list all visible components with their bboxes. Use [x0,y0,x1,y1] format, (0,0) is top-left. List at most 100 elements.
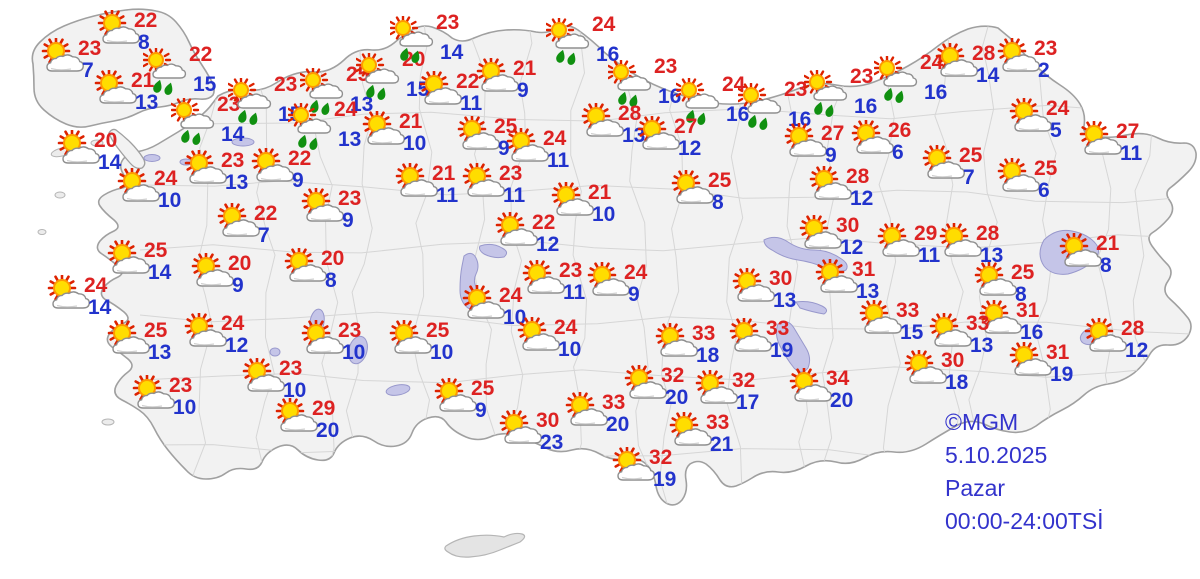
high-temp: 33 [766,317,790,340]
high-temp: 28 [618,102,642,125]
low-temp: 20 [665,386,689,409]
high-temp: 30 [536,409,560,432]
high-temp: 22 [288,147,312,170]
low-temp: 17 [736,391,760,414]
sun-rain-icon [738,83,782,131]
low-temp: 23 [540,431,564,454]
low-temp: 10 [592,203,616,226]
low-temp: 16 [726,103,750,126]
weather-station: 29 20 [274,398,364,458]
date-text: 5.10.2025 [945,442,1048,468]
high-temp: 21 [1096,232,1120,255]
low-temp: 8 [712,191,724,214]
weather-station: 23 10 [241,358,331,418]
weather-station: 33 19 [728,318,818,378]
low-temp: 16 [658,85,682,108]
high-temp: 23 [78,37,102,60]
weather-station: 33 21 [668,412,758,472]
high-temp: 23 [654,55,678,78]
high-temp: 33 [692,322,716,345]
weather-station: 25 9 [456,116,546,176]
low-temp: 7 [258,224,270,247]
high-temp: 24 [543,127,567,150]
low-temp: 16 [924,81,948,104]
weather-station: 24 9 [586,262,676,322]
weather-station: 23 2 [996,38,1086,98]
weather-station: 21 13 [93,70,183,130]
weather-station: 21 9 [475,58,565,118]
low-temp: 20 [606,413,630,436]
weather-station: 33 15 [858,300,948,360]
weather-station: 33 20 [564,392,654,452]
sun-rain-icon [390,16,434,64]
day-text: Pazar [945,475,1006,501]
weather-station: 30 13 [731,268,821,328]
low-temp: 11 [1120,142,1143,165]
low-temp: 11 [460,92,483,115]
weather-station: 33 18 [654,323,744,383]
sun-rain-icon [608,60,652,108]
low-temp: 16 [854,95,878,118]
low-temp: 15 [900,321,924,344]
high-temp: 27 [674,115,698,138]
high-temp: 20 [321,247,345,270]
weather-station: 23 13 [183,150,273,210]
high-temp: 24 [499,284,523,307]
high-temp: 23 [436,11,460,34]
high-temp: 22 [254,202,278,225]
sun-rain-icon [143,48,187,96]
weather-station: 32 20 [623,365,713,425]
high-temp: 23 [338,319,362,342]
low-temp: 13 [148,341,172,364]
high-temp: 30 [941,349,965,372]
high-temp: 20 [228,252,252,275]
weather-station: 23 14 [390,12,480,76]
low-temp: 9 [498,137,510,160]
low-temp: 5 [1050,119,1062,142]
weather-station: 31 13 [814,259,904,319]
high-temp: 26 [888,119,912,142]
high-temp: 24 [592,13,616,36]
low-temp: 13 [225,171,249,194]
low-temp: 12 [678,137,702,160]
weather-station: 20 9 [190,253,280,313]
low-temp: 10 [430,341,454,364]
low-temp: 10 [283,379,307,402]
high-temp: 23 [784,78,808,101]
weather-station: 30 23 [498,410,588,470]
sun-rain-icon [874,56,918,104]
weather-station: 23 7 [40,38,130,98]
low-temp: 12 [536,233,560,256]
low-temp: 11 [547,149,570,172]
weather-station: 28 12 [1083,318,1173,378]
high-temp: 20 [94,129,118,152]
low-temp: 6 [892,141,904,164]
high-temp: 22 [189,43,213,66]
high-temp: 33 [966,312,990,335]
weather-station: 24 12 [183,313,273,373]
weather-station: 24 14 [46,275,136,335]
high-temp: 21 [513,57,537,80]
low-temp: 13 [980,244,1004,267]
low-temp: 8 [138,31,150,54]
high-temp: 24 [154,167,178,190]
low-temp: 14 [440,41,464,64]
weather-station: 24 11 [505,128,595,188]
low-temp: 10 [173,396,197,419]
high-temp: 25 [426,319,450,342]
weather-station: 24 16 [546,14,636,78]
high-temp: 30 [769,267,793,290]
high-temp: 22 [456,70,480,93]
low-temp: 11 [918,244,941,267]
weather-station: 22 9 [250,148,340,208]
low-temp: 14 [148,261,172,284]
high-temp: 25 [144,319,168,342]
weather-station: 30 18 [903,350,993,410]
weather-station: 20 14 [56,130,146,190]
weather-station: 21 11 [394,163,484,223]
high-temp: 25 [1034,157,1058,180]
low-temp: 2 [1038,59,1050,82]
sun-rain-icon [546,18,590,66]
weather-station: 27 11 [1078,121,1168,181]
high-temp: 27 [1116,120,1140,143]
